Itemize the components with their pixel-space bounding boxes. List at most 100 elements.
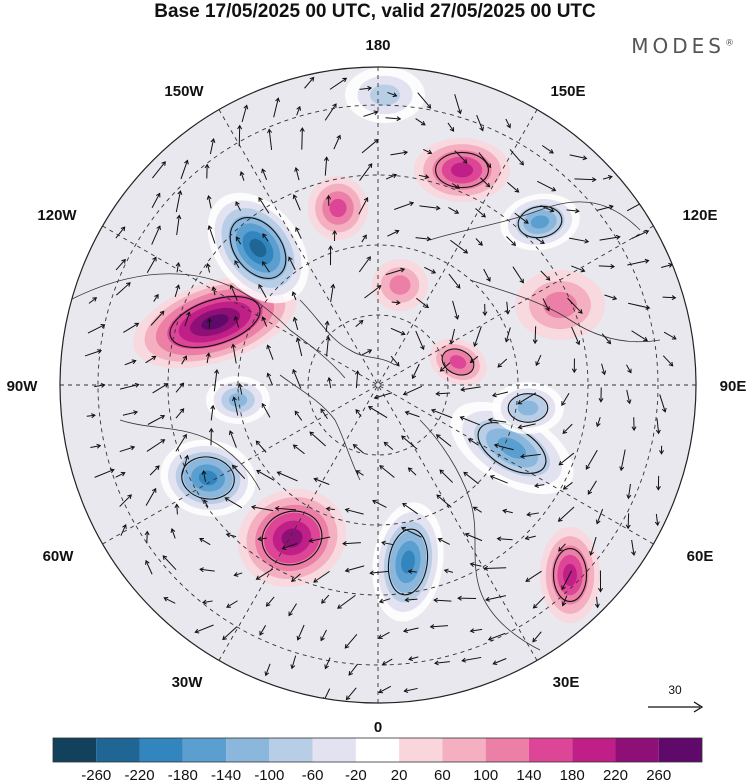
wind-arrow bbox=[433, 597, 452, 603]
wind-arrow bbox=[472, 506, 482, 513]
wind-arrow bbox=[381, 658, 393, 666]
wind-arrow bbox=[598, 570, 604, 593]
wind-arrow bbox=[145, 559, 153, 575]
wind-arrow bbox=[373, 392, 393, 400]
wind-arrow bbox=[489, 475, 508, 484]
wind-arrow bbox=[329, 77, 348, 90]
wind-arrow bbox=[205, 352, 211, 364]
wind-arrow bbox=[258, 283, 267, 298]
wind-arrow bbox=[537, 180, 557, 192]
lon-label-30e: 30E bbox=[553, 674, 580, 691]
wind-arrow bbox=[174, 503, 180, 515]
wind-arrow bbox=[423, 148, 433, 155]
height-contour bbox=[552, 548, 588, 602]
wind-arrow bbox=[207, 225, 216, 244]
wind-arrow bbox=[561, 570, 572, 591]
wind-arrow bbox=[429, 624, 448, 630]
wind-arrow bbox=[288, 603, 297, 617]
wind-arrow bbox=[119, 494, 132, 507]
wind-arrow bbox=[265, 596, 275, 607]
wind-arrow bbox=[266, 372, 274, 386]
lon-label-60w: 60W bbox=[43, 548, 75, 565]
wind-arrow bbox=[569, 237, 590, 244]
wind-arrow bbox=[595, 508, 604, 525]
wind-arrow bbox=[184, 311, 191, 327]
wind-arrow bbox=[463, 471, 479, 485]
wind-arrow bbox=[295, 337, 303, 357]
wind-arrow bbox=[211, 286, 217, 296]
wind-arrow bbox=[324, 103, 337, 121]
wind-arrow bbox=[88, 297, 98, 304]
meridian-line bbox=[102, 225, 654, 545]
wind-arrow bbox=[604, 294, 618, 301]
wind-arrow bbox=[415, 118, 426, 126]
wind-arrow bbox=[655, 475, 661, 491]
anomaly-negative bbox=[206, 376, 270, 424]
wind-arrow bbox=[364, 285, 382, 299]
colorbar-swatch bbox=[528, 738, 573, 762]
wind-arrow bbox=[383, 441, 394, 450]
meridian-line bbox=[102, 225, 654, 545]
wind-arrow bbox=[257, 536, 267, 542]
wind-arrow bbox=[401, 435, 418, 450]
coastline bbox=[69, 273, 346, 379]
height-contour bbox=[435, 151, 489, 189]
longitude-labels: 180 150E 120E 90E 60E 30E 0 30W 60W 90W … bbox=[7, 37, 747, 736]
map-disk bbox=[60, 67, 696, 703]
wind-arrow bbox=[654, 513, 660, 527]
wind-arrow bbox=[354, 370, 360, 389]
wind-arrow bbox=[473, 326, 482, 347]
wind-arrow bbox=[517, 392, 537, 405]
wind-arrow bbox=[162, 555, 177, 571]
wind-arrow bbox=[90, 443, 102, 449]
wind-arrow bbox=[94, 382, 106, 388]
wind-arrow bbox=[601, 363, 607, 376]
coastline bbox=[279, 374, 361, 481]
wind-arrow bbox=[210, 404, 216, 421]
wind-arrow bbox=[94, 468, 115, 478]
wind-arrow bbox=[359, 163, 373, 181]
colorbar-tick-label: -20 bbox=[345, 767, 367, 783]
wind-arrow bbox=[233, 572, 243, 577]
wind-arrow bbox=[448, 273, 461, 289]
wind-arrow bbox=[228, 430, 237, 448]
wind-arrow bbox=[149, 465, 160, 476]
colorbar-tick-label: -220 bbox=[125, 767, 155, 783]
anomaly-negative bbox=[207, 192, 309, 304]
wind-arrow bbox=[487, 417, 507, 423]
wind-arrow bbox=[324, 657, 331, 670]
wind-arrow bbox=[540, 205, 555, 213]
wind-arrow bbox=[291, 573, 301, 582]
wind-arrow bbox=[454, 150, 468, 164]
wind-arrow bbox=[147, 414, 166, 425]
anomaly-level bbox=[249, 238, 267, 258]
lon-label-60e: 60E bbox=[687, 548, 714, 565]
wind-arrow bbox=[561, 595, 568, 607]
wind-arrow bbox=[235, 201, 242, 211]
wind-arrow bbox=[602, 175, 613, 180]
wind-arrow bbox=[460, 386, 481, 392]
wind-arrow bbox=[569, 154, 588, 161]
colorbar-frame bbox=[52, 737, 703, 763]
wind-arrow bbox=[233, 315, 240, 328]
wind-arrow bbox=[206, 194, 212, 209]
wind-arrow bbox=[199, 567, 215, 573]
wind-arrow bbox=[115, 471, 126, 478]
colorbar-tick-label: 140 bbox=[516, 767, 541, 783]
colorbar-swatch bbox=[53, 738, 97, 762]
wind-arrow bbox=[403, 627, 419, 633]
wind-arrow bbox=[469, 562, 482, 567]
wind-arrow bbox=[387, 229, 400, 237]
anomaly-level bbox=[389, 275, 411, 295]
wind-arrow bbox=[571, 265, 586, 273]
wind-arrow bbox=[116, 282, 131, 296]
wind-arrow bbox=[224, 497, 243, 509]
wind-arrow bbox=[292, 194, 301, 211]
wind-arrow bbox=[152, 383, 169, 394]
colorbar-tick-label: 20 bbox=[391, 767, 408, 783]
wind-arrow bbox=[120, 524, 127, 536]
wind-arrow bbox=[598, 263, 616, 269]
modes-logo: MODES® bbox=[631, 34, 734, 58]
wind-arrow bbox=[407, 467, 417, 476]
wind-arrow bbox=[294, 410, 303, 421]
